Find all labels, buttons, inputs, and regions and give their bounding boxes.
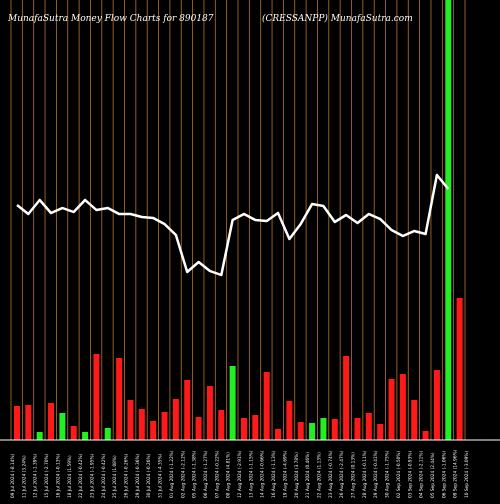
x-tick-label: 12 Aug 2024 (-2.91%) [237, 450, 243, 498]
x-tick-label: 19 Aug 2024 (-4.69%) [282, 450, 288, 498]
money-flow-bar [297, 422, 304, 440]
x-tick-label: 15 Jul 2024 (-2.70%) [44, 453, 50, 498]
money-flow-bar [195, 417, 202, 440]
money-flow-bar [127, 400, 134, 440]
money-flow-bar [70, 426, 77, 440]
x-tick-label: 26 Jul 2024 (-0.26%) [124, 453, 130, 498]
x-tick-label: 30 Aug 2024 (-1.75%) [385, 450, 391, 498]
x-tick-label: 04 Sep 2024 (-2.11%) [419, 451, 425, 498]
x-tick-label: 09 Jul 2024 (-8.14%) [10, 453, 16, 498]
money-flow-bar [331, 419, 338, 440]
x-tick-label: 22 Aug 2024 (1.13%) [316, 452, 322, 498]
money-flow-bar [138, 409, 145, 440]
money-flow-bar [218, 410, 225, 440]
money-flow-bar [354, 418, 361, 440]
money-flow-bar [388, 379, 395, 440]
money-flow-bar [433, 370, 440, 440]
x-tick-label: 21 Aug 2024 (0.46%) [305, 452, 311, 498]
x-tick-label: 08 Aug 2024 (4.81%) [226, 452, 232, 498]
x-tick-label: 26 Aug 2024 (-2.47%) [339, 450, 345, 498]
money-flow-bar [263, 372, 270, 440]
money-flow-bar [399, 374, 406, 440]
x-tick-label: 20 Aug 2024 (3.78%) [294, 452, 300, 498]
money-flow-bar [206, 386, 213, 440]
money-flow-bar [377, 424, 384, 440]
money-flow-bar [172, 399, 179, 440]
x-tick-label: 22 Jul 2024 (-0.42%) [78, 453, 84, 498]
x-tick-label: 14 Aug 2024 (-0.66%) [260, 450, 266, 498]
x-tick-label: 23 Jul 2024 (-1.95%) [89, 453, 95, 498]
money-flow-bar [275, 429, 282, 440]
money-flow-bar [286, 401, 293, 440]
x-tick-label: 16 Aug 2024 (-1.13%) [271, 450, 277, 498]
vertical-grid [10, 0, 466, 440]
x-tick-label: 30 Jul 2024 (-0.26%) [146, 453, 152, 498]
money-flow-line [16, 173, 450, 277]
money-flow-bar [445, 0, 452, 440]
x-tick-label: 16 Jul 2024 (-0.13%) [55, 453, 61, 498]
money-flow-bar [13, 406, 20, 440]
x-tick-label: 18 Jul 2024 (1.59%) [67, 455, 73, 498]
money-flow-bar [150, 421, 157, 440]
x-tick-label: 28 Aug 2024 (-0.11%) [362, 450, 368, 498]
x-tick-label: 13 Aug 2024 (-1.15%) [248, 450, 254, 498]
x-tick-label: 29 Aug 2024 (-0.41%) [373, 450, 379, 498]
x-tick-label: 12 Jul 2024 (-1.39%) [33, 453, 39, 498]
x-tick-label: 31 Jul 2024 (-4.35%) [158, 453, 164, 498]
money-flow-bar [48, 403, 55, 440]
x-tick-label: 02 Sep 2024 (-0.50%) [396, 451, 402, 498]
money-flow-bar [422, 431, 429, 440]
x-tick-label: 02 Aug 2024 (-2.12%) [180, 450, 186, 498]
money-flow-bar [320, 418, 327, 440]
x-tick-label: 06 Aug 2024 (-1.27%) [203, 450, 209, 498]
money-flow-bar [411, 400, 418, 440]
x-tick-label: 09 Sep 2024 (14.96%) [453, 449, 459, 498]
money-flow-bar [184, 380, 191, 440]
money-flow-bar [36, 432, 43, 440]
money-flow-bars [13, 0, 463, 440]
x-tick-label: 03 Sep 2024 (-0.93%) [407, 451, 413, 498]
x-tick-label: 07 Aug 2024 (-0.22%) [214, 450, 220, 498]
money-flow-bar [25, 405, 32, 440]
money-flow-bar [240, 418, 247, 440]
money-flow-bar [161, 412, 168, 440]
money-flow-bar [59, 413, 66, 440]
money-flow-bar [104, 428, 111, 440]
money-flow-bar [365, 413, 372, 440]
x-tick-label: 29 Jul 2024 (-0.36%) [135, 453, 141, 498]
money-flow-bar [309, 423, 316, 440]
x-tick-label: 10 Sep 2024 (-3.09%) [464, 451, 470, 498]
x-tick-label: 05 Aug 2024 (-1.38%) [192, 450, 198, 498]
money-flow-bar [116, 358, 123, 440]
money-flow-bar [252, 415, 259, 440]
money-flow-bar [82, 432, 89, 440]
x-tick-label: 24 Jul 2024 (-0.42%) [101, 453, 107, 498]
x-tick-label: 23 Aug 2024 (-0.74%) [328, 450, 334, 498]
chart-title: MunafaSutra Money Flow Charts for 890187 [8, 14, 214, 24]
x-tick-label: 06 Sep 2024 (-1.06%) [441, 451, 447, 498]
x-tick-labels: 09 Jul 2024 (-8.14%) 11 Jul 2024 (3.24%) 1… [10, 449, 470, 498]
x-tick-label: 27 Aug 2024 (0.13%) [351, 452, 357, 498]
money-flow-bar [229, 366, 236, 440]
money-flow-bar [456, 298, 463, 440]
x-tick-label: 05 Sep 2024 (2.44%) [430, 452, 436, 498]
money-flow-bar [343, 356, 350, 440]
x-tick-label: 25 Jul 2024 (1.08%) [112, 455, 118, 498]
x-tick-label: 11 Jul 2024 (3.24%) [21, 455, 27, 498]
money-flow-bar [93, 354, 100, 440]
chart-subtitle: (CRESSANPP) MunafaSutra.com [262, 14, 413, 24]
x-tick-label: 01 Aug 2024 (-1.22%) [169, 450, 175, 498]
